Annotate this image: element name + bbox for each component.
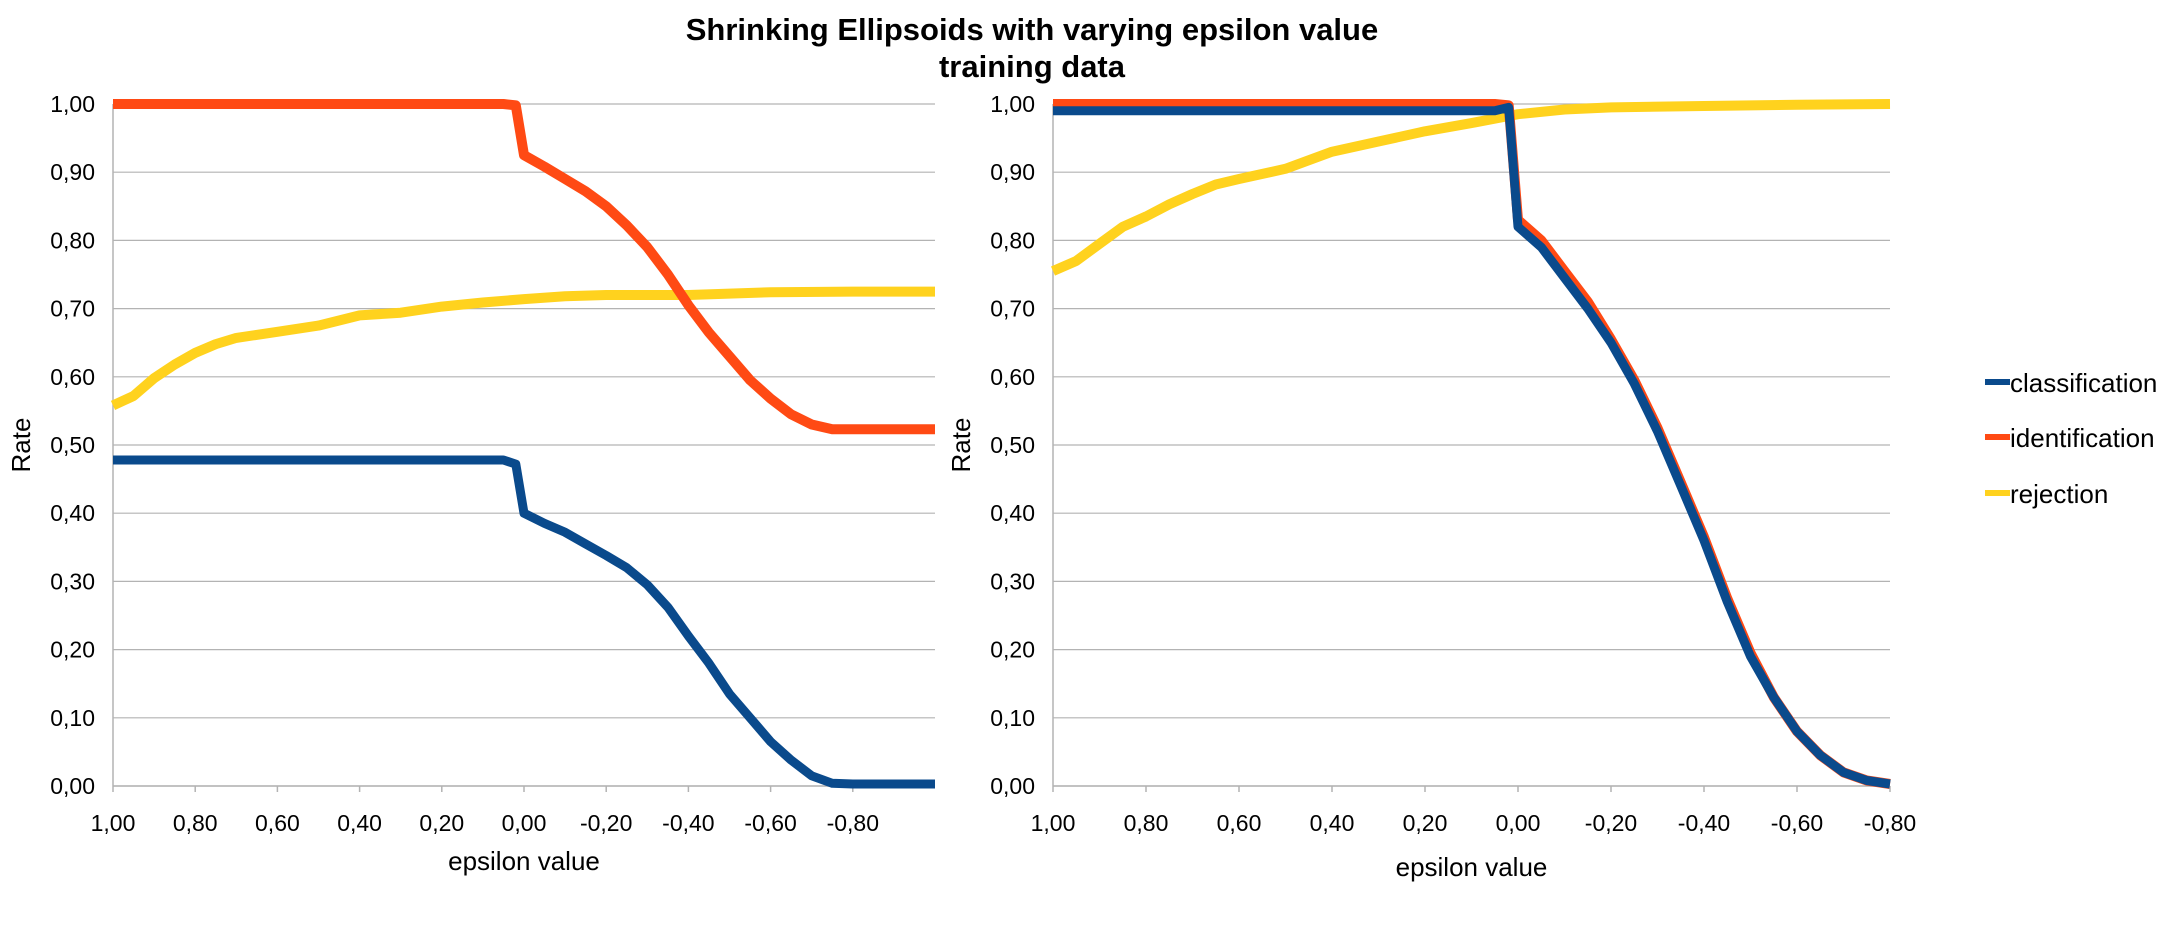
- c1-y-tick-label: 0,30: [50, 568, 95, 594]
- c2-x-tick-label: -0,80: [1864, 810, 1916, 836]
- c2-y-tick-label: 0,20: [990, 637, 1035, 663]
- chart-subtitle: training data: [939, 49, 1126, 84]
- legend-label-identification: identification: [2010, 423, 2155, 453]
- c1-y-tick-label: 0,90: [50, 159, 95, 185]
- c1-x-tick-label: 0,80: [173, 810, 218, 836]
- c2-x-tick-label: 0,40: [1310, 810, 1355, 836]
- c2-y-axis-label: Rate: [946, 418, 976, 473]
- c2-y-tick-label: 0,40: [990, 500, 1035, 526]
- c2-y-tick-label: 0,60: [990, 364, 1035, 390]
- legend: classification identification rejection: [1985, 368, 2157, 509]
- c1-y-tick-label: 1,00: [50, 91, 95, 117]
- c1-series-classification: [113, 455, 935, 789]
- c2-y-tick-label: 0,70: [990, 296, 1035, 322]
- c1-x-tick-label: 0,00: [502, 810, 547, 836]
- c2-x-tick-label: 0,00: [1496, 810, 1541, 836]
- c1-y-tick-label: 0,60: [50, 364, 95, 390]
- c1-y-axis-label: Rate: [6, 418, 36, 473]
- left-chart: 0,00 0,10 0,20 0,30 0,40 0,50 0,60 0,70 0,80 0,90…: [6, 91, 935, 876]
- c2-y-tick-label: 0,80: [990, 227, 1035, 253]
- c1-x-tick-label: 0,20: [419, 810, 464, 836]
- c1-x-tick-label: 1,00: [91, 810, 136, 836]
- c1-x-tick-label: -0,60: [744, 810, 796, 836]
- c2-y-tick-label: 0,00: [990, 773, 1035, 799]
- c1-x-tick-label: -0,20: [580, 810, 632, 836]
- c2-y-tick-label: 0,30: [990, 568, 1035, 594]
- legend-item-identification: identification: [1985, 423, 2155, 453]
- c1-y-tick-label: 0,80: [50, 227, 95, 253]
- c2-series-rejection: [1050, 99, 1891, 276]
- c1-x-tick-label: -0,40: [662, 810, 714, 836]
- legend-item-rejection: rejection: [1985, 479, 2108, 509]
- c1-x-axis-label: epsilon value: [448, 846, 600, 876]
- legend-item-classification: classification: [1985, 368, 2157, 398]
- chart-title: Shrinking Ellipsoids with varying epsilo…: [686, 12, 1378, 47]
- c1-y-tick-label: 0,20: [50, 637, 95, 663]
- c2-x-tick-label: -0,20: [1585, 810, 1637, 836]
- c2-y-tick-label: 0,10: [990, 705, 1035, 731]
- c2-y-tick-label: 0,90: [990, 159, 1035, 185]
- c2-x-axis-label: epsilon value: [1396, 852, 1548, 882]
- right-chart: 0,00 0,10 0,20 0,30 0,40 0,50 0,60 0,70 0,80 0,90…: [946, 91, 1916, 882]
- c2-series-classification: [1053, 102, 1891, 789]
- legend-label-rejection: rejection: [2010, 479, 2108, 509]
- c2-x-tick-label: -0,60: [1771, 810, 1823, 836]
- c1-series-identification: [113, 99, 935, 435]
- c2-x-tick-label: 1,00: [1031, 810, 1076, 836]
- c1-y-tick-label: 0,10: [50, 705, 95, 731]
- c1-x-tick-label: 0,40: [337, 810, 382, 836]
- c1-series-rejection: [110, 286, 935, 410]
- c1-y-tick-label: 0,00: [50, 773, 95, 799]
- c2-y-tick-label: 1,00: [990, 91, 1035, 117]
- c1-y-tick-label: 0,40: [50, 500, 95, 526]
- c1-y-tick-label: 0,70: [50, 296, 95, 322]
- c1-x-tick-label: 0,60: [255, 810, 300, 836]
- c1-x-tick-label: -0,80: [827, 810, 879, 836]
- c2-x-tick-label: 0,60: [1217, 810, 1262, 836]
- legend-label-classification: classification: [2010, 368, 2157, 398]
- c2-x-tick-label: 0,80: [1124, 810, 1169, 836]
- c1-y-tick-label: 0,50: [50, 432, 95, 458]
- c2-x-tick-label: 0,20: [1403, 810, 1448, 836]
- c2-y-tick-label: 0,50: [990, 432, 1035, 458]
- c2-x-tick-label: -0,40: [1678, 810, 1730, 836]
